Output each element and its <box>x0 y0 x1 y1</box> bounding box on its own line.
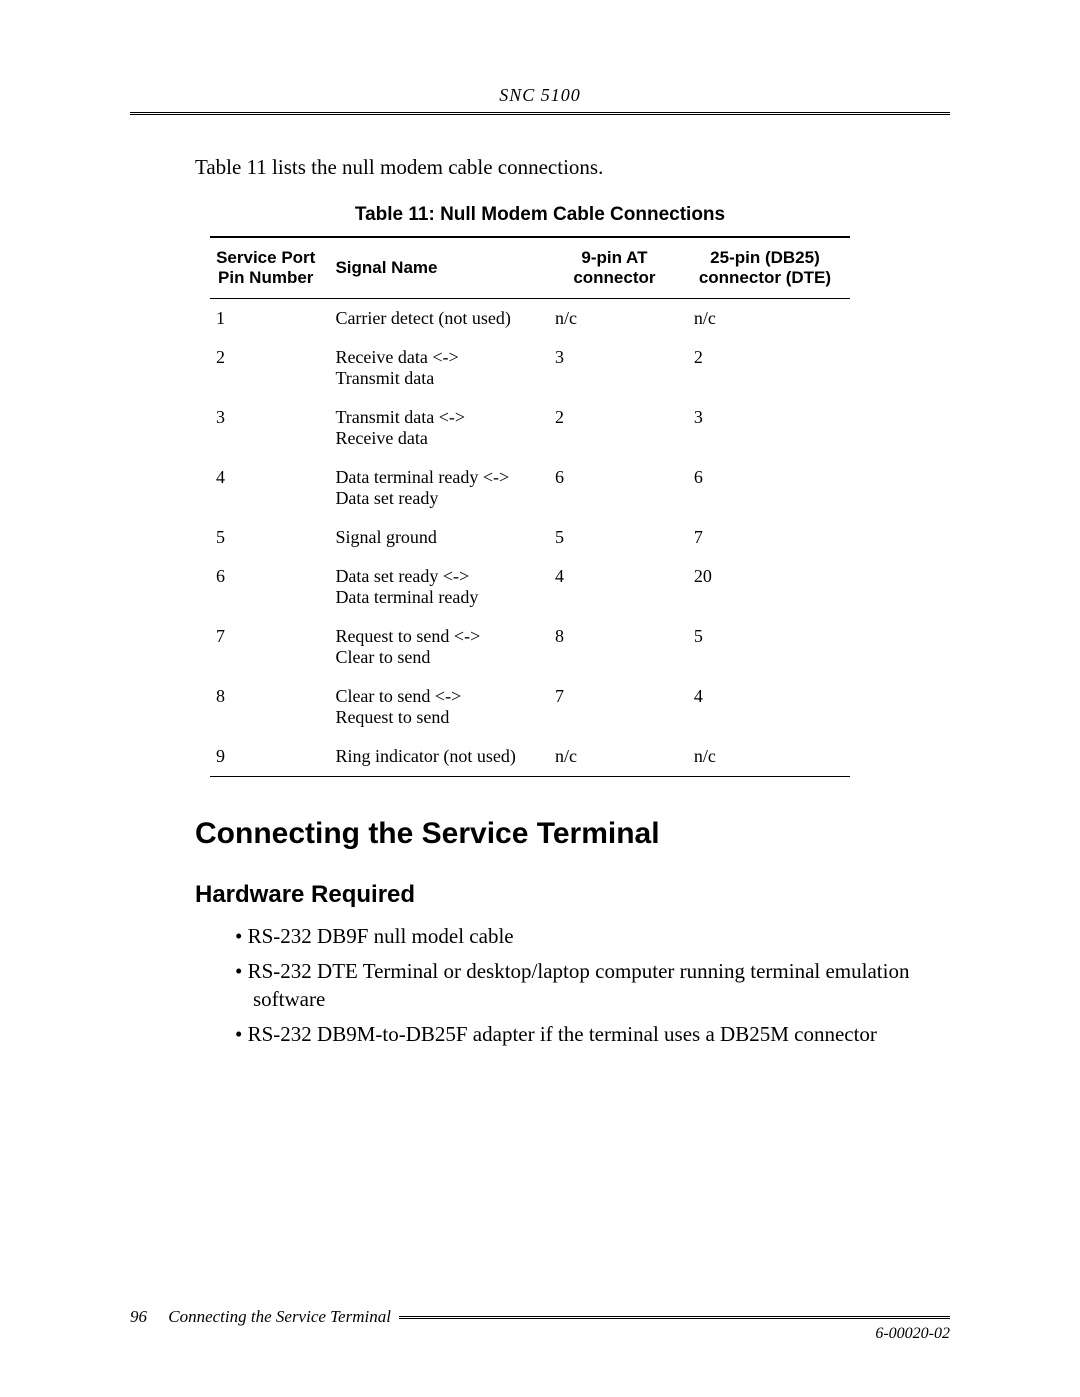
table-row: 9Ring indicator (not used)n/cn/c <box>210 737 850 777</box>
header-rule <box>130 112 950 115</box>
cell-9pin: n/c <box>549 737 688 777</box>
cell-signal: Data set ready <-> Data terminal ready <box>329 557 549 617</box>
table-row: 1Carrier detect (not used)n/cn/c <box>210 299 850 339</box>
cell-25pin: n/c <box>688 737 850 777</box>
cell-pin: 3 <box>210 398 329 458</box>
cell-signal: Receive data <-> Transmit data <box>329 338 549 398</box>
intro-paragraph: Table 11 lists the null modem cable conn… <box>195 155 950 180</box>
footer-left: 96 Connecting the Service Terminal <box>130 1307 399 1327</box>
table-row: 2Receive data <-> Transmit data32 <box>210 338 850 398</box>
cell-signal: Transmit data <-> Receive data <box>329 398 549 458</box>
hardware-list: RS-232 DB9F null model cable RS-232 DTE T… <box>235 923 950 1048</box>
cell-pin: 9 <box>210 737 329 777</box>
table-body: 1Carrier detect (not used)n/cn/c2Receive… <box>210 299 850 777</box>
cell-9pin: n/c <box>549 299 688 339</box>
cell-25pin: 20 <box>688 557 850 617</box>
table-header-row: Service Port Pin Number Signal Name 9-pi… <box>210 237 850 299</box>
cell-signal: Carrier detect (not used) <box>329 299 549 339</box>
footer-rule <box>399 1316 950 1319</box>
cell-9pin: 4 <box>549 557 688 617</box>
list-item: RS-232 DB9M-to-DB25F adapter if the term… <box>235 1021 950 1048</box>
cell-25pin: 4 <box>688 677 850 737</box>
cell-25pin: n/c <box>688 299 850 339</box>
cell-25pin: 6 <box>688 458 850 518</box>
col-header-signal-name: Signal Name <box>329 237 549 299</box>
cell-25pin: 5 <box>688 617 850 677</box>
cell-25pin: 7 <box>688 518 850 557</box>
col-header-9pin: 9-pin AT connector <box>549 237 688 299</box>
cell-pin: 7 <box>210 617 329 677</box>
cell-pin: 2 <box>210 338 329 398</box>
cell-pin: 6 <box>210 557 329 617</box>
col-header-25pin: 25-pin (DB25) connector (DTE) <box>688 237 850 299</box>
page-footer: 96 Connecting the Service Terminal 6-000… <box>130 1307 950 1327</box>
table-row: 8Clear to send <-> Request to send74 <box>210 677 850 737</box>
cell-pin: 1 <box>210 299 329 339</box>
cell-signal: Request to send <-> Clear to send <box>329 617 549 677</box>
table-row: 7Request to send <-> Clear to send85 <box>210 617 850 677</box>
header-product: SNC 5100 <box>130 85 950 106</box>
table-row: 4Data terminal ready <-> Data set ready6… <box>210 458 850 518</box>
cell-signal: Clear to send <-> Request to send <box>329 677 549 737</box>
page: SNC 5100 Table 11 lists the null modem c… <box>0 0 1080 1397</box>
subsection-heading-hardware: Hardware Required <box>195 881 950 909</box>
cell-signal: Signal ground <box>329 518 549 557</box>
table-row: 3Transmit data <-> Receive data23 <box>210 398 850 458</box>
footer-section-title: Connecting the Service Terminal <box>168 1307 391 1326</box>
cell-pin: 4 <box>210 458 329 518</box>
list-item: RS-232 DTE Terminal or desktop/laptop co… <box>235 958 950 1013</box>
cell-signal: Data terminal ready <-> Data set ready <box>329 458 549 518</box>
cell-9pin: 5 <box>549 518 688 557</box>
cell-pin: 8 <box>210 677 329 737</box>
cell-9pin: 3 <box>549 338 688 398</box>
col-header-service-pin: Service Port Pin Number <box>210 237 329 299</box>
cell-25pin: 2 <box>688 338 850 398</box>
table-row: 6Data set ready <-> Data terminal ready4… <box>210 557 850 617</box>
cell-9pin: 8 <box>549 617 688 677</box>
cell-pin: 5 <box>210 518 329 557</box>
cell-signal: Ring indicator (not used) <box>329 737 549 777</box>
pin-table: Service Port Pin Number Signal Name 9-pi… <box>210 236 850 777</box>
cell-9pin: 6 <box>549 458 688 518</box>
section-heading-connecting: Connecting the Service Terminal <box>195 817 950 851</box>
table-caption: Table 11: Null Modem Cable Connections <box>130 204 950 226</box>
cell-9pin: 7 <box>549 677 688 737</box>
footer-page-number: 96 <box>130 1307 147 1326</box>
table-row: 5Signal ground57 <box>210 518 850 557</box>
cell-9pin: 2 <box>549 398 688 458</box>
list-item: RS-232 DB9F null model cable <box>235 923 950 950</box>
footer-rule-wrap: 96 Connecting the Service Terminal <box>130 1307 950 1327</box>
cell-25pin: 3 <box>688 398 850 458</box>
footer-doc-number: 6-00020-02 <box>875 1325 950 1343</box>
